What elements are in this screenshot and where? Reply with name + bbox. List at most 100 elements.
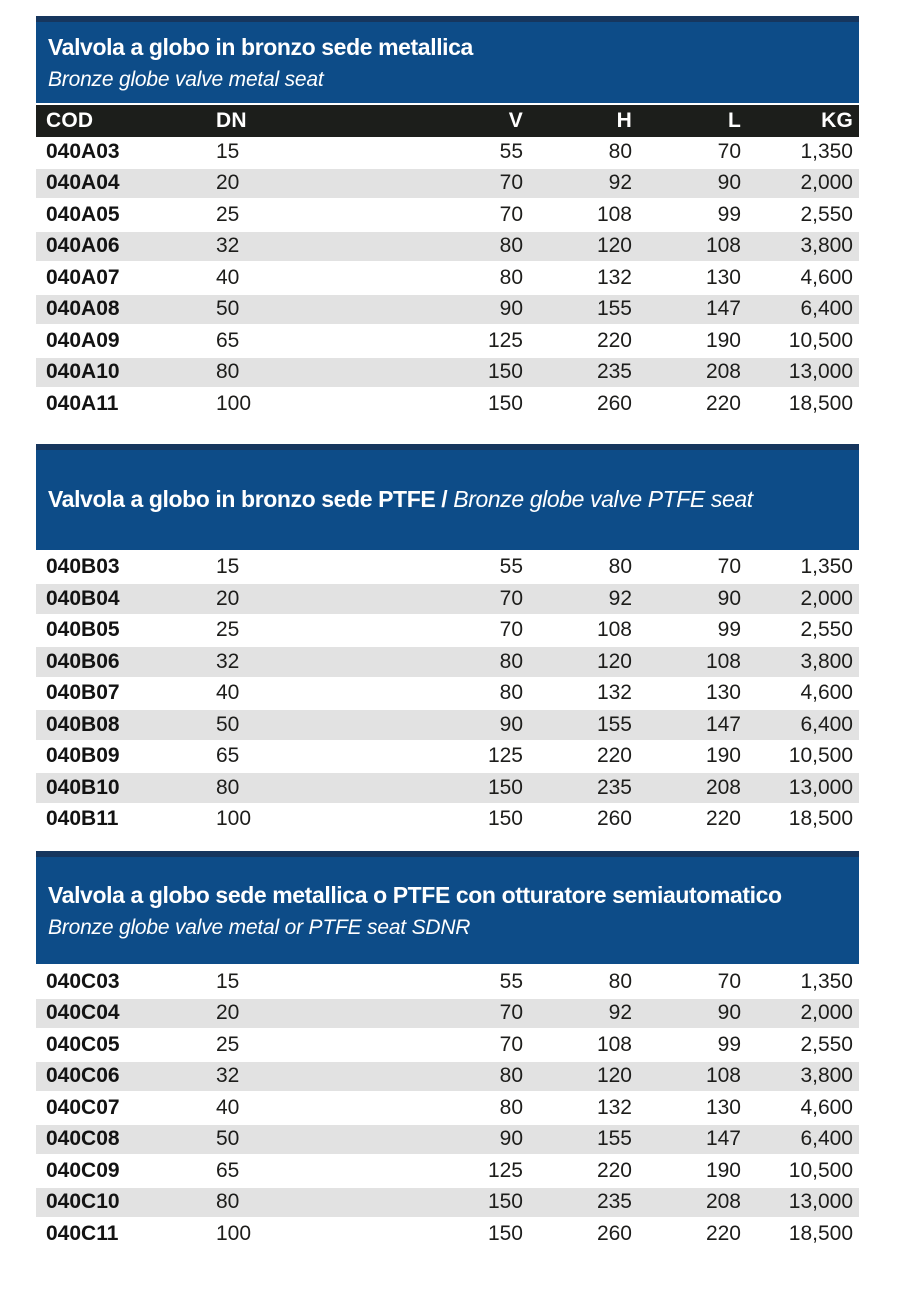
table-row: 040A06 32 80 120 108 3,800 [36,231,859,263]
kg-cell: 4,600 [741,1093,859,1125]
l-cell: 220 [632,389,741,421]
kg-cell: 3,800 [741,1061,859,1093]
l-cell: 147 [632,294,741,326]
v-cell: 90 [406,294,523,326]
kg-cell: 4,600 [741,678,859,710]
cod-cell: 040A06 [36,231,216,263]
h-cell: 80 [523,137,632,169]
table-row: 040B06 32 80 120 108 3,800 [36,647,859,679]
v-cell: 70 [406,168,523,200]
dn-cell: 40 [216,678,406,710]
cod-cell: 040A10 [36,357,216,389]
column-header-l: L [632,105,741,137]
kg-cell: 2,550 [741,1030,859,1062]
cod-cell: 040B07 [36,678,216,710]
section-title-italian: Valvola a globo sede metallica o PTFE co… [48,881,782,908]
dimensions-table-ptfe-seat: 040B03 15 55 80 70 1,350 040B04 20 70 92 90 2,000 04… [36,552,859,836]
h-cell: 155 [523,710,632,742]
dn-cell: 15 [216,137,406,169]
h-cell: 155 [523,294,632,326]
l-cell: 220 [632,1219,741,1251]
cod-cell: 040B10 [36,773,216,805]
v-cell: 80 [406,231,523,263]
kg-cell: 10,500 [741,1156,859,1188]
l-cell: 190 [632,326,741,358]
catalog-page: Valvola a globo in bronzo sede metallica… [36,16,859,1251]
v-cell: 80 [406,1061,523,1093]
table-row: 040A08 50 90 155 147 6,400 [36,294,859,326]
h-cell: 120 [523,647,632,679]
kg-cell: 18,500 [741,804,859,836]
h-cell: 92 [523,168,632,200]
table-row: 040B07 40 80 132 130 4,600 [36,678,859,710]
h-cell: 235 [523,1187,632,1219]
table-body-sdnr: 040C03 15 55 80 70 1,350 040C04 20 70 92 90 2,000 04… [36,967,859,1251]
section-header-ptfe-seat: Valvola a globo in bronzo sede PTFE / Br… [36,443,859,550]
l-cell: 208 [632,357,741,389]
section-title-italian: Valvola a globo in bronzo sede metallica [48,33,473,60]
v-cell: 125 [406,741,523,773]
column-header-kg: KG [741,105,859,137]
kg-cell: 1,350 [741,967,859,999]
dn-cell: 25 [216,615,406,647]
v-cell: 150 [406,1219,523,1251]
cod-cell: 040C09 [36,1156,216,1188]
v-cell: 70 [406,584,523,616]
h-cell: 92 [523,998,632,1030]
dn-cell: 32 [216,231,406,263]
cod-cell: 040A09 [36,326,216,358]
dn-cell: 65 [216,741,406,773]
cod-cell: 040A07 [36,263,216,295]
l-cell: 90 [632,584,741,616]
table-body-ptfe-seat: 040B03 15 55 80 70 1,350 040B04 20 70 92 90 2,000 04… [36,552,859,836]
l-cell: 70 [632,552,741,584]
section-title-english: Bronze globe valve metal or PTFE seat SD… [48,915,471,939]
table-row: 040C07 40 80 132 130 4,600 [36,1093,859,1125]
l-cell: 90 [632,998,741,1030]
v-cell: 80 [406,678,523,710]
v-cell: 150 [406,389,523,421]
kg-cell: 2,000 [741,168,859,200]
cod-cell: 040B04 [36,584,216,616]
cod-cell: 040B09 [36,741,216,773]
dn-cell: 100 [216,1219,406,1251]
table-row: 040A04 20 70 92 90 2,000 [36,168,859,200]
kg-cell: 13,000 [741,773,859,805]
kg-cell: 3,800 [741,231,859,263]
h-cell: 120 [523,231,632,263]
cod-cell: 040C03 [36,967,216,999]
kg-cell: 10,500 [741,741,859,773]
section-title-english: Bronze globe valve PTFE seat [453,486,753,512]
h-cell: 108 [523,615,632,647]
kg-cell: 1,350 [741,137,859,169]
h-cell: 80 [523,967,632,999]
dn-cell: 50 [216,710,406,742]
h-cell: 80 [523,552,632,584]
table-row: 040B11 100 150 260 220 18,500 [36,804,859,836]
dn-cell: 100 [216,804,406,836]
table-row: 040B03 15 55 80 70 1,350 [36,552,859,584]
dn-cell: 65 [216,326,406,358]
l-cell: 208 [632,1187,741,1219]
cod-cell: 040A04 [36,168,216,200]
table-row: 040B08 50 90 155 147 6,400 [36,710,859,742]
h-cell: 132 [523,1093,632,1125]
table-body-metal-seat: 040A03 15 55 80 70 1,350 040A04 20 70 92 90 2,000 04… [36,137,859,421]
h-cell: 260 [523,389,632,421]
dimensions-table-sdnr: 040C03 15 55 80 70 1,350 040C04 20 70 92 90 2,000 04… [36,967,859,1251]
l-cell: 190 [632,741,741,773]
dn-cell: 80 [216,357,406,389]
v-cell: 55 [406,552,523,584]
cod-cell: 040A03 [36,137,216,169]
l-cell: 108 [632,231,741,263]
dn-cell: 25 [216,200,406,232]
l-cell: 220 [632,804,741,836]
kg-cell: 6,400 [741,294,859,326]
dn-cell: 50 [216,1124,406,1156]
kg-cell: 1,350 [741,552,859,584]
h-cell: 260 [523,1219,632,1251]
l-cell: 99 [632,1030,741,1062]
table-row: 040B09 65 125 220 190 10,500 [36,741,859,773]
dn-cell: 15 [216,552,406,584]
table-row: 040A10 80 150 235 208 13,000 [36,357,859,389]
